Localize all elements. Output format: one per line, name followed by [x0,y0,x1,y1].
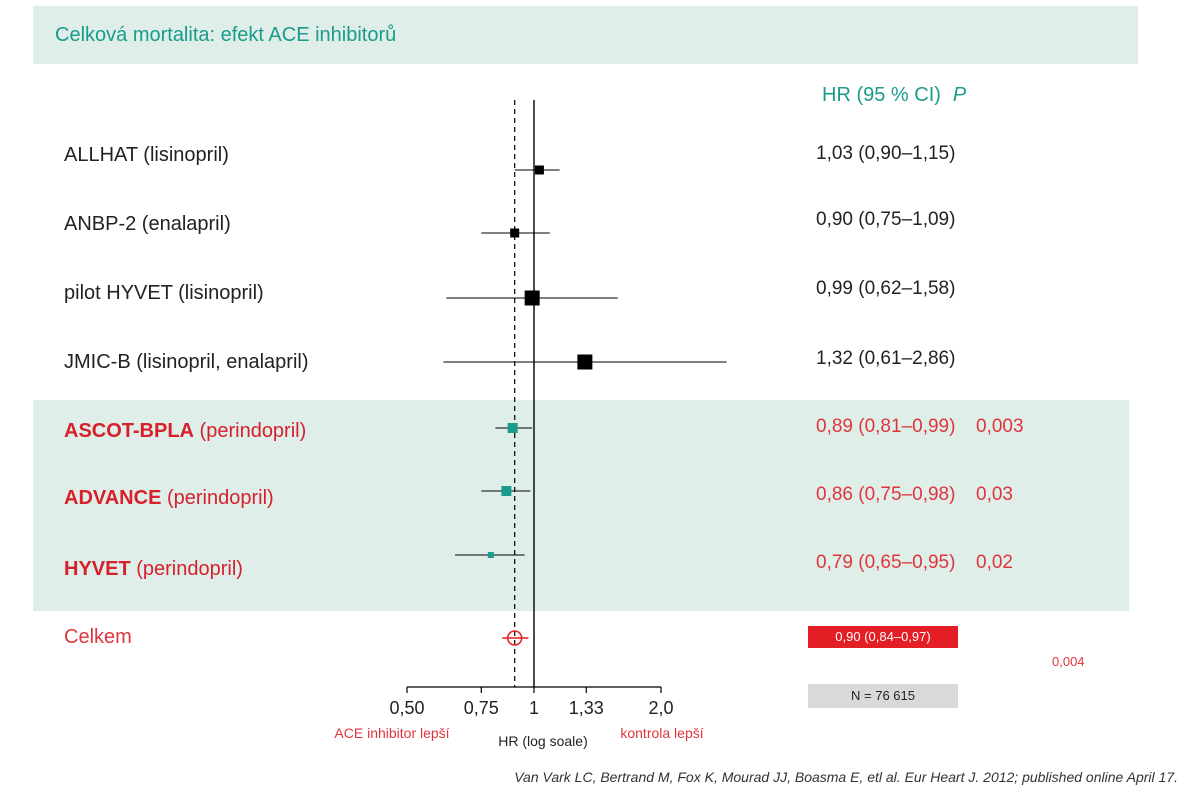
point-estimate-0 [534,165,544,175]
study-label-allhat: ALLHAT (lisinopril) [64,144,229,166]
chart-title: Celková mortalita: efekt ACE inhibitorů [55,24,397,46]
study-label-jmicb: JMIC-B (lisinopril, enalapril) [64,351,309,373]
ci-value-ascot: 0,89 (0,81–0,99) [816,416,956,437]
x-tick-label-2: 1 [529,698,539,718]
study-drug-hyvet: (perindopril) [130,558,243,580]
p-column-header: P [952,84,967,106]
overall-ci-box: 0,90 (0,84–0,97) [808,626,958,648]
study-name-ascot: ASCOT-BPLA [64,420,194,442]
study-name-advance: ADVANCE [64,487,162,509]
p-value-hyvet: 0,02 [976,552,1013,573]
x-tick-label-4: 2,0 [648,698,673,718]
overall-label: Celkem [64,626,132,648]
favours-left-label: ACE inhibitor lepší [334,725,449,741]
x-tick-label-1: 0,75 [464,698,499,718]
favours-right-label: kontrola lepší [620,725,703,741]
ci-value-allhat: 1,03 (0,90–1,15) [816,143,956,164]
p-value-advance: 0,03 [976,484,1013,505]
x-axis-label: HR (log soale) [498,733,587,749]
study-label-advance: ADVANCE (perindopril) [64,487,274,510]
ci-value-pilot-hyvet: 0,99 (0,62–1,58) [816,278,956,299]
perindopril-highlight-band [33,400,1129,611]
study-label-hyvet: HYVET (perindopril) [64,558,243,581]
point-estimate-3 [577,354,593,370]
point-estimate-1 [510,228,520,238]
study-name-hyvet: HYVET [64,558,131,580]
study-label-pilot-hyvet: pilot HYVET (lisinopril) [64,282,264,304]
point-estimate-4 [507,423,518,433]
study-label-anbp2: ANBP-2 (enalapril) [64,213,231,235]
ci-value-anbp2: 0,90 (0,75–1,09) [816,209,956,230]
point-estimate-5 [501,486,512,496]
x-tick-label-0: 0,50 [389,698,424,718]
citation: Van Vark LC, Bertrand M, Fox K, Mourad J… [514,769,1178,785]
point-estimate-2 [524,290,540,306]
hr-column-header: HR (95 % CI) [822,84,941,106]
study-label-ascot: ASCOT-BPLA (perindopril) [64,420,306,443]
ci-value-jmicb: 1,32 (0,61–2,86) [816,348,956,369]
x-tick-label-3: 1,33 [569,698,604,718]
title-bar: Celková mortalita: efekt ACE inhibitorů [33,6,1138,64]
study-drug-ascot: (perindopril) [194,420,307,442]
p-value-ascot: 0,003 [976,416,1024,437]
column-header: HR (95 % CI) P [822,84,966,107]
point-estimate-6 [487,552,494,558]
ci-value-hyvet: 0,79 (0,65–0,95) [816,552,956,573]
study-drug-advance: (perindopril) [161,487,274,509]
overall-p-value: 0,004 [1052,654,1085,669]
sample-size-box: N = 76 615 [808,684,958,708]
ci-value-advance: 0,86 (0,75–0,98) [816,484,956,505]
